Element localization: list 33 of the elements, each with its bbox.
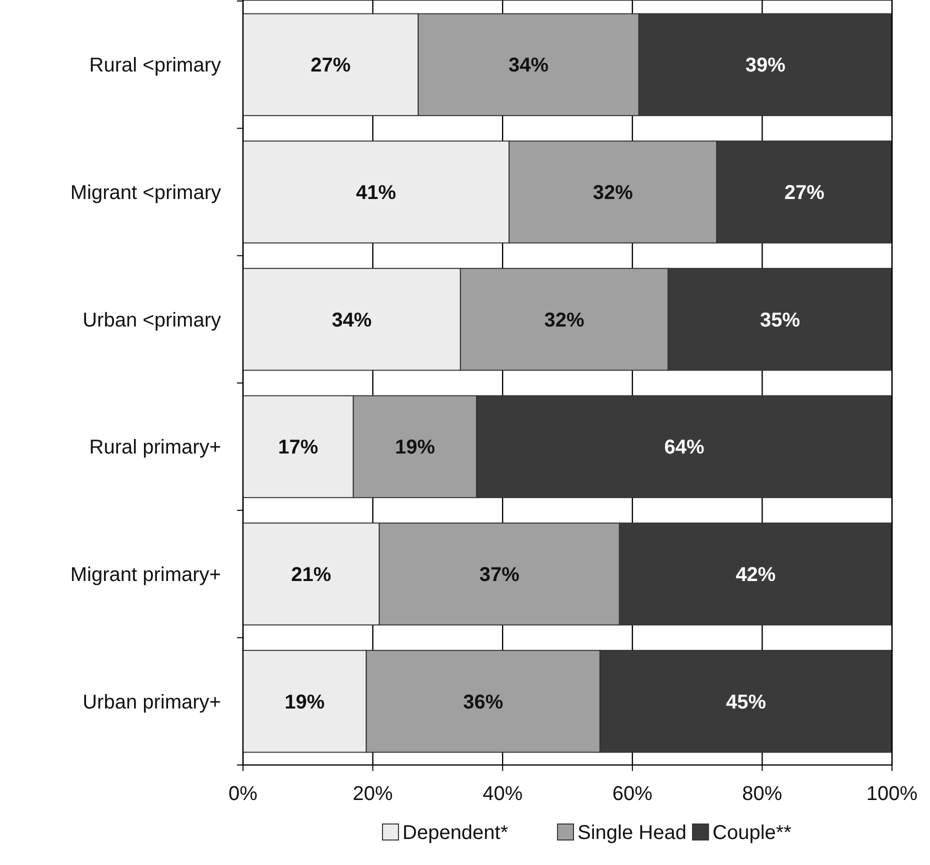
y-tick-label: Urban <primary bbox=[82, 309, 221, 332]
y-tick-label: Rural <primary bbox=[89, 54, 221, 77]
x-tick-label: 0% bbox=[228, 783, 258, 805]
data-label: 37% bbox=[479, 564, 520, 586]
data-label: 19% bbox=[394, 436, 436, 459]
x-tick-label: 100% bbox=[866, 783, 918, 805]
x-tick-label: 60% bbox=[612, 783, 653, 805]
y-tick-label: Migrant primary+ bbox=[70, 564, 221, 586]
y-tick-label: Urban primary+ bbox=[82, 691, 221, 714]
data-label: 64% bbox=[664, 436, 705, 459]
data-label: 32% bbox=[592, 182, 634, 204]
data-label: 27% bbox=[784, 182, 825, 204]
data-label: 39% bbox=[745, 54, 786, 77]
x-tick-label: 40% bbox=[482, 783, 523, 805]
data-label: 34% bbox=[332, 309, 372, 332]
data-label: 21% bbox=[291, 564, 332, 586]
y-tick-label: Rural primary+ bbox=[89, 436, 221, 459]
legend-label: Single Head bbox=[578, 822, 686, 844]
data-label: 45% bbox=[726, 691, 766, 714]
legend-label: Couple** bbox=[712, 822, 792, 844]
data-label: 41% bbox=[356, 182, 396, 204]
y-tick-label: Migrant <primary bbox=[70, 182, 221, 204]
data-label: 35% bbox=[760, 309, 800, 332]
x-tick-label: 80% bbox=[742, 783, 782, 805]
legend-label: Dependent* bbox=[402, 822, 508, 844]
data-label: 34% bbox=[508, 54, 549, 77]
data-label: 32% bbox=[544, 309, 584, 332]
data-label: 17% bbox=[278, 436, 318, 459]
data-label: 42% bbox=[736, 564, 776, 586]
data-label: 27% bbox=[310, 54, 351, 77]
data-label: 19% bbox=[284, 691, 325, 714]
x-tick-label: 20% bbox=[352, 783, 394, 805]
data-label: 36% bbox=[463, 691, 504, 714]
